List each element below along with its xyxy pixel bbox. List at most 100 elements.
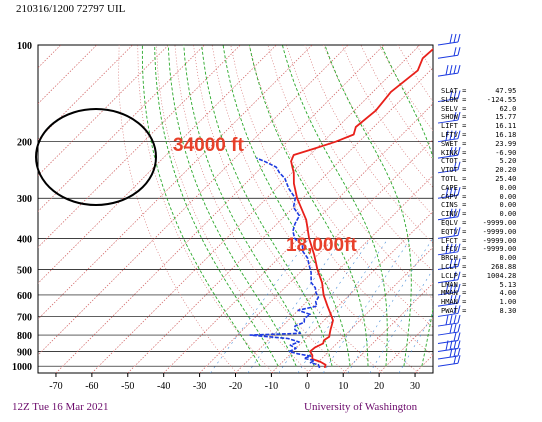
wind-barb-flag bbox=[453, 130, 457, 140]
index-label: BRCH = bbox=[441, 254, 467, 263]
isotherm-line bbox=[38, 45, 241, 248]
wind-barb-staff bbox=[437, 169, 459, 174]
index-label: CAPV = bbox=[441, 192, 467, 201]
chart-title: 210316/1200 72797 UIL bbox=[16, 3, 126, 15]
isotherm-line bbox=[38, 45, 349, 356]
index-row: LFTV = 16.18 bbox=[441, 131, 516, 139]
wind-barb-staff bbox=[437, 362, 459, 367]
dry-adiabat bbox=[304, 45, 433, 244]
y-tick-label: 400 bbox=[17, 234, 32, 245]
moist-adiabat bbox=[222, 45, 351, 367]
isotherm-line bbox=[235, 175, 433, 373]
dry-adiabat bbox=[118, 45, 238, 373]
wind-barb-flag bbox=[449, 187, 453, 197]
index-value: 0.00 bbox=[499, 201, 517, 210]
wind-barb-staff bbox=[437, 348, 459, 352]
y-tick-label: 500 bbox=[17, 266, 32, 277]
wind-barb-flag bbox=[457, 340, 461, 349]
index-value: 268.88 bbox=[491, 263, 517, 271]
x-tick-label: -60 bbox=[85, 381, 98, 392]
wind-barb-flag bbox=[449, 33, 453, 44]
wind-barb-flag bbox=[453, 33, 457, 43]
isotherm-line bbox=[55, 45, 385, 373]
y-tick-label: 1000 bbox=[12, 362, 32, 373]
moist-adiabat bbox=[167, 45, 297, 367]
wind-barb-flag bbox=[449, 283, 453, 294]
wind-barb-flag bbox=[453, 208, 457, 218]
index-row: CAPE = 0.00 bbox=[441, 184, 516, 192]
index-value: 5.13 bbox=[499, 280, 517, 289]
wind-barb-flag bbox=[453, 47, 457, 57]
wind-barb-staff bbox=[437, 331, 459, 336]
dry-adiabat bbox=[137, 45, 274, 373]
isotherm-line bbox=[163, 103, 433, 373]
index-row: KINX = -6.90 bbox=[441, 149, 516, 157]
temperature-line bbox=[290, 48, 433, 369]
index-label: VTOT = bbox=[441, 166, 467, 175]
wind-barb-flag bbox=[449, 323, 453, 334]
index-value: 0.00 bbox=[499, 210, 517, 219]
x-tick-label: -10 bbox=[265, 381, 278, 392]
dry-adiabat bbox=[528, 45, 542, 373]
mixing-ratio-line bbox=[210, 238, 310, 373]
index-label: CTOT = bbox=[441, 157, 467, 166]
wind-barb-staff bbox=[437, 194, 459, 199]
wind-barb-flag bbox=[457, 347, 461, 357]
wind-barb-flag bbox=[457, 47, 461, 56]
index-row: TOTL = 25.40 bbox=[441, 175, 516, 183]
index-label: LIFT = bbox=[441, 122, 467, 131]
isotherm-line bbox=[199, 139, 433, 373]
wind-barb-flag bbox=[449, 208, 453, 219]
isotherm-line bbox=[127, 67, 433, 373]
index-label: SLAT = bbox=[441, 87, 467, 95]
dry-adiabat bbox=[286, 45, 433, 272]
wind-barb-staff bbox=[437, 340, 459, 345]
wind-barb-flag bbox=[449, 340, 453, 350]
index-value: -9999.00 bbox=[482, 245, 517, 254]
dewpoint-line bbox=[249, 157, 321, 369]
wind-barb-flag bbox=[453, 90, 457, 100]
index-row: LCLT = 268.88 bbox=[441, 263, 516, 271]
wind-barb-staff bbox=[437, 355, 459, 360]
wind-barb-flag bbox=[457, 90, 461, 99]
index-value: 62.0 bbox=[499, 104, 517, 113]
y-tick-label: 100 bbox=[17, 41, 32, 52]
wind-barb-flag bbox=[453, 187, 457, 196]
x-tick-labels: -70 -60 -50 -40 -30 -20 -10 0 10 20 30 bbox=[49, 373, 420, 392]
index-value: 16.11 bbox=[495, 122, 517, 131]
mixing-ratio-line bbox=[278, 238, 372, 373]
background-lines bbox=[38, 45, 542, 373]
wind-barb-flag bbox=[453, 258, 457, 268]
index-value: -6.90 bbox=[495, 148, 517, 157]
index-label: LCLP = bbox=[441, 271, 467, 280]
wind-barb-flag bbox=[445, 243, 449, 254]
wind-barb-flag bbox=[457, 258, 461, 267]
wind-barb-flag bbox=[449, 314, 453, 325]
index-label: LFTV = bbox=[441, 131, 467, 139]
index-value: 0.00 bbox=[499, 192, 517, 201]
index-row: VTOT = 20.20 bbox=[441, 166, 516, 174]
wind-barb-flag bbox=[453, 161, 457, 171]
index-value: 4.00 bbox=[499, 289, 517, 298]
index-row: EQTV = -9999.00 bbox=[441, 228, 516, 236]
index-row: SWET = 23.99 bbox=[441, 140, 516, 148]
wind-barb-staff bbox=[437, 119, 459, 124]
index-row: LFCV = -9999.00 bbox=[441, 245, 516, 253]
index-value: 0.00 bbox=[499, 254, 517, 263]
wind-barb-flag bbox=[445, 187, 449, 198]
index-label: TOTL = bbox=[441, 175, 467, 183]
wind-barb-staff bbox=[437, 72, 459, 77]
moist-adiabat bbox=[201, 45, 333, 367]
index-row: HMAN = 1.00 bbox=[441, 298, 516, 306]
index-value: -9999.00 bbox=[482, 219, 517, 227]
index-row: LFCT = -9999.00 bbox=[441, 237, 516, 245]
wind-barb-staff bbox=[437, 251, 459, 256]
dry-adiabat bbox=[211, 45, 420, 373]
index-value: 23.99 bbox=[495, 139, 517, 148]
mixing-ratio-line bbox=[369, 268, 433, 373]
tropopause-ellipse bbox=[35, 108, 157, 206]
index-row: LMAN = 5.13 bbox=[441, 281, 516, 289]
isotherm-line bbox=[38, 45, 277, 284]
wind-barb-staff bbox=[437, 54, 459, 59]
index-value: 0.00 bbox=[499, 183, 517, 192]
